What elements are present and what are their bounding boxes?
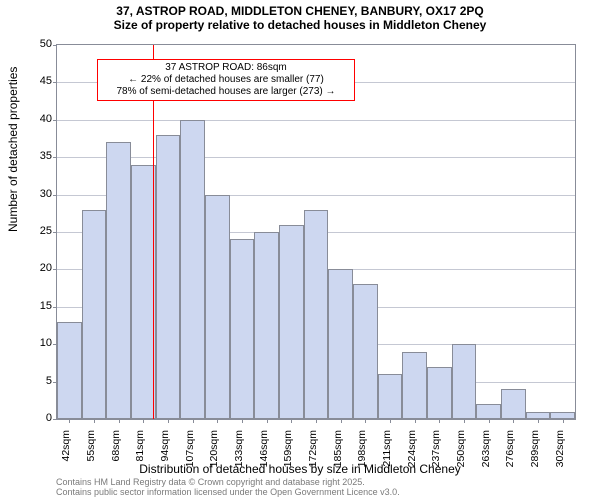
histogram-bar bbox=[526, 412, 551, 419]
histogram-bar bbox=[57, 322, 82, 419]
xtick-mark bbox=[242, 419, 243, 423]
ytick-label: 45 bbox=[22, 75, 52, 87]
histogram-bar bbox=[180, 120, 205, 419]
page-title-2: Size of property relative to detached ho… bbox=[0, 18, 600, 32]
ytick-mark bbox=[53, 120, 57, 121]
ytick-mark bbox=[53, 419, 57, 420]
ytick-mark bbox=[53, 45, 57, 46]
histogram-bar bbox=[230, 239, 255, 419]
xtick-mark bbox=[513, 419, 514, 423]
ytick-label: 15 bbox=[22, 300, 52, 312]
ytick-label: 35 bbox=[22, 150, 52, 162]
xtick-mark bbox=[341, 419, 342, 423]
xtick-mark bbox=[390, 419, 391, 423]
histogram-bar bbox=[452, 344, 477, 419]
xtick-mark bbox=[464, 419, 465, 423]
page-title-1: 37, ASTROP ROAD, MIDDLETON CHENEY, BANBU… bbox=[0, 4, 600, 18]
xtick-mark bbox=[267, 419, 268, 423]
ytick-label: 40 bbox=[22, 113, 52, 125]
xtick-mark bbox=[538, 419, 539, 423]
ytick-label: 50 bbox=[22, 38, 52, 50]
annotation-line: ← 22% of detached houses are smaller (77… bbox=[104, 74, 348, 86]
xtick-mark bbox=[316, 419, 317, 423]
ytick-label: 10 bbox=[22, 337, 52, 349]
histogram-bar bbox=[106, 142, 131, 419]
histogram-bar bbox=[279, 225, 304, 419]
ytick-mark bbox=[53, 269, 57, 270]
xtick-mark bbox=[193, 419, 194, 423]
ytick-label: 20 bbox=[22, 262, 52, 274]
xtick-mark bbox=[365, 419, 366, 423]
xtick-mark bbox=[69, 419, 70, 423]
histogram-bar bbox=[476, 404, 501, 419]
xtick-mark bbox=[439, 419, 440, 423]
histogram-bar bbox=[550, 412, 575, 419]
grid-line bbox=[57, 120, 575, 121]
ytick-label: 5 bbox=[22, 375, 52, 387]
histogram-bar bbox=[82, 210, 107, 419]
ytick-mark bbox=[53, 232, 57, 233]
ytick-mark bbox=[53, 195, 57, 196]
xtick-mark bbox=[489, 419, 490, 423]
xtick-mark bbox=[217, 419, 218, 423]
histogram-bar bbox=[353, 284, 378, 419]
xtick-mark bbox=[563, 419, 564, 423]
histogram-bar bbox=[156, 135, 181, 419]
xtick-mark bbox=[119, 419, 120, 423]
ytick-label: 30 bbox=[22, 188, 52, 200]
annotation-line: 78% of semi-detached houses are larger (… bbox=[104, 86, 348, 98]
xtick-mark bbox=[168, 419, 169, 423]
ytick-mark bbox=[53, 307, 57, 308]
footer-attribution: Contains HM Land Registry data © Crown c… bbox=[56, 478, 400, 498]
ytick-label: 25 bbox=[22, 225, 52, 237]
y-axis-label: Number of detached properties bbox=[6, 67, 20, 232]
ytick-mark bbox=[53, 157, 57, 158]
histogram-bar bbox=[378, 374, 403, 419]
annotation-line: 37 ASTROP ROAD: 86sqm bbox=[104, 62, 348, 74]
xtick-mark bbox=[291, 419, 292, 423]
xtick-mark bbox=[143, 419, 144, 423]
histogram-bar bbox=[304, 210, 329, 419]
histogram-bar bbox=[254, 232, 279, 419]
ytick-label: 0 bbox=[22, 412, 52, 424]
histogram-plot: 37 ASTROP ROAD: 86sqm← 22% of detached h… bbox=[56, 44, 576, 420]
grid-line bbox=[57, 157, 575, 158]
ytick-mark bbox=[53, 82, 57, 83]
histogram-bar bbox=[501, 389, 526, 419]
xtick-mark bbox=[94, 419, 95, 423]
histogram-bar bbox=[205, 195, 230, 419]
histogram-bar bbox=[427, 367, 452, 419]
footer-line-2: Contains public sector information licen… bbox=[56, 488, 400, 498]
marker-line bbox=[153, 45, 154, 419]
annotation-box: 37 ASTROP ROAD: 86sqm← 22% of detached h… bbox=[97, 59, 355, 101]
xtick-mark bbox=[415, 419, 416, 423]
histogram-bar bbox=[328, 269, 353, 419]
histogram-bar bbox=[402, 352, 427, 419]
